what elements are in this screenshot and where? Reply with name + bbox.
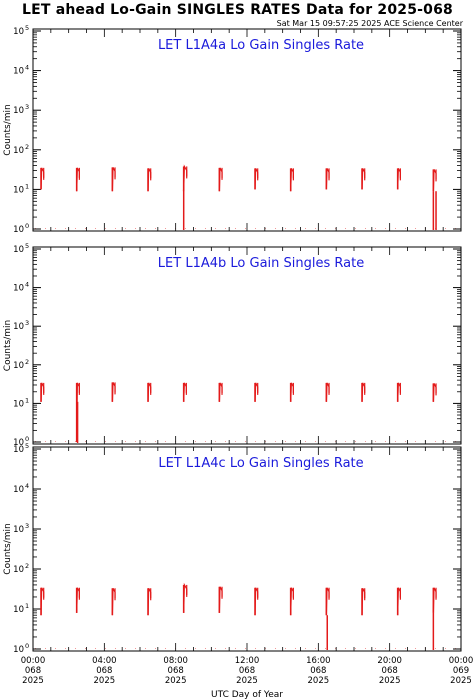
x-tick-label: 08:00 <box>163 656 188 666</box>
y-tick-exponent: 1 <box>25 602 29 610</box>
y-tick-exponent: 1 <box>25 396 29 404</box>
y-tick-label: 10 <box>13 27 24 37</box>
x-tick-label: 2025 <box>94 676 116 686</box>
y-tick-exponent: 5 <box>25 24 29 32</box>
y-tick-exponent: 2 <box>25 143 29 151</box>
generated-timestamp: Sat Mar 15 09:57:25 2025 ACE Science Cen… <box>276 19 463 28</box>
x-tick-label: 068 <box>239 666 255 676</box>
plot-frame-2 <box>32 246 462 445</box>
y-tick-exponent: 5 <box>25 242 29 250</box>
x-tick-label: 068 <box>25 666 41 676</box>
y-tick-label: 10 <box>13 438 24 448</box>
x-tick-label: 068 <box>96 666 112 676</box>
plot-frame-1 <box>32 28 462 232</box>
y-tick-label: 10 <box>13 361 24 371</box>
y-tick-exponent: 3 <box>25 103 29 111</box>
y-tick-label: 10 <box>13 284 24 294</box>
panel-title-3: LET L1A4c Lo Gain Singles Rate <box>158 456 363 471</box>
x-tick-label: 20:00 <box>377 656 402 666</box>
y-tick-label: 10 <box>13 146 24 156</box>
y-tick-exponent: 5 <box>25 442 29 450</box>
y-axis-label: Counts/min <box>3 320 13 371</box>
y-tick-exponent: 0 <box>25 642 29 650</box>
y-tick-label: 10 <box>13 605 24 615</box>
x-axis-label: UTC Day of Year <box>211 690 283 700</box>
x-tick-label: 12:00 <box>235 656 260 666</box>
y-tick-label: 10 <box>13 322 24 332</box>
x-tick-label: 00:00 <box>449 656 474 666</box>
y-tick-label: 10 <box>13 399 24 409</box>
y-tick-exponent: 4 <box>25 281 29 289</box>
page-title: LET ahead Lo-Gain SINGLES RATES Data for… <box>22 2 453 18</box>
y-tick-label: 10 <box>13 445 24 455</box>
x-tick-label: 00:00 <box>21 656 46 666</box>
y-tick-label: 10 <box>13 245 24 255</box>
x-tick-label: 2025 <box>379 676 401 686</box>
x-tick-label: 16:00 <box>306 656 331 666</box>
y-tick-label: 10 <box>13 645 24 655</box>
y-tick-exponent: 1 <box>25 182 29 190</box>
y-tick-label: 10 <box>13 525 24 535</box>
y-axis-label: Counts/min <box>3 104 13 155</box>
y-tick-exponent: 0 <box>25 435 29 443</box>
x-tick-label: 2025 <box>22 676 44 686</box>
x-tick-label: 068 <box>382 666 398 676</box>
x-tick-label: 2025 <box>308 676 330 686</box>
x-tick-label: 068 <box>168 666 184 676</box>
y-tick-label: 10 <box>13 185 24 195</box>
y-tick-exponent: 2 <box>25 562 29 570</box>
y-tick-exponent: 3 <box>25 522 29 530</box>
x-tick-label: 069 <box>453 666 469 676</box>
x-tick-label: 2025 <box>450 676 472 686</box>
plot-frame-3 <box>32 446 462 652</box>
y-tick-exponent: 2 <box>25 358 29 366</box>
x-tick-label: 2025 <box>236 676 258 686</box>
y-tick-exponent: 4 <box>25 64 29 72</box>
y-tick-label: 10 <box>13 565 24 575</box>
x-tick-label: 068 <box>310 666 326 676</box>
panel-title-2: LET L1A4b Lo Gain Singles Rate <box>158 256 364 271</box>
y-tick-exponent: 4 <box>25 482 29 490</box>
y-tick-label: 10 <box>13 67 24 77</box>
panel-title-1: LET L1A4a Lo Gain Singles Rate <box>158 38 364 53</box>
x-tick-label: 04:00 <box>92 656 117 666</box>
y-tick-label: 10 <box>13 106 24 116</box>
y-tick-label: 10 <box>13 485 24 495</box>
y-axis-label: Counts/min <box>3 523 13 574</box>
x-tick-label: 2025 <box>165 676 187 686</box>
y-tick-exponent: 3 <box>25 319 29 327</box>
y-tick-exponent: 0 <box>25 222 29 230</box>
y-tick-label: 10 <box>13 225 24 235</box>
